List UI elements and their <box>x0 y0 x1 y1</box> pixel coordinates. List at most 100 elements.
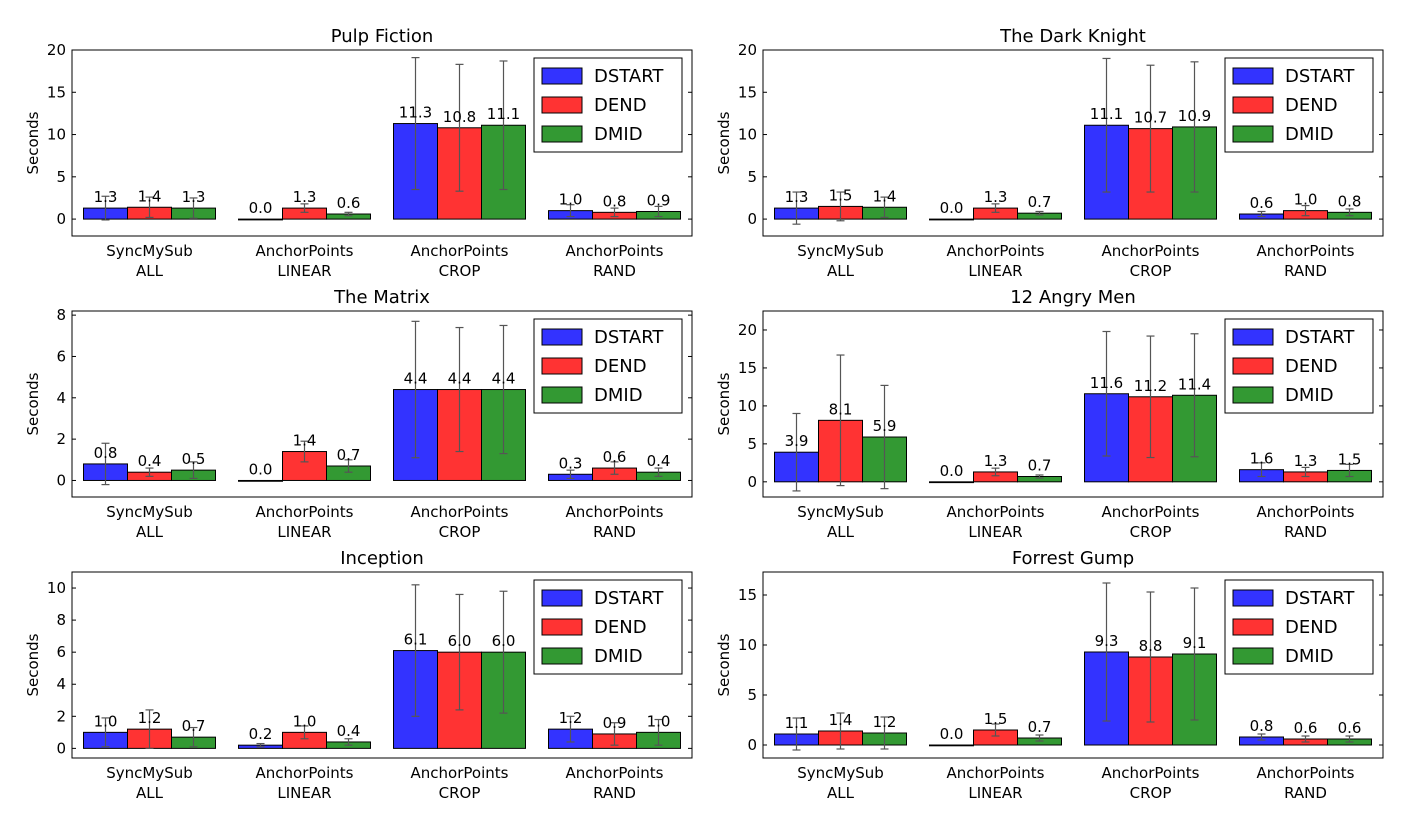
y-tick-label: 0 <box>747 210 757 228</box>
x-tick-label: ALL <box>136 523 164 541</box>
legend: DSTART DEND DMID <box>1224 579 1374 675</box>
y-tick-label: 15 <box>738 359 757 377</box>
data-label: 0.0 <box>940 462 964 480</box>
data-label: 0.7 <box>1028 193 1052 211</box>
chart-panel: 3.9 0.0 11.6 1.6 8.1 1.3 11.2 1.3 5.9 0.7 11.4 1.5 0… <box>715 287 1384 541</box>
data-label: 1.3 <box>94 188 118 206</box>
data-label: 10.8 <box>443 108 476 126</box>
x-tick-label: LINEAR <box>968 262 1022 280</box>
y-tick-label: 6 <box>56 643 66 661</box>
x-tick-label: AnchorPoints <box>1102 242 1200 260</box>
y-axis-label: Seconds <box>715 372 733 435</box>
data-label: 0.0 <box>249 460 273 478</box>
data-label: 6.0 <box>492 632 516 650</box>
x-tick-label: CROP <box>439 523 481 541</box>
chart-title: The Dark Knight <box>999 26 1146 47</box>
legend-swatch <box>541 328 583 346</box>
x-tick-label: RAND <box>1284 262 1327 280</box>
legend-entry: DEND <box>594 95 647 116</box>
x-tick-label: AnchorPoints <box>256 503 354 521</box>
x-tick-label: AnchorPoints <box>566 503 664 521</box>
legend-entry: DEND <box>1285 356 1338 377</box>
data-label: 1.3 <box>984 188 1008 206</box>
legend-swatch <box>541 125 583 143</box>
y-tick-label: 2 <box>56 430 66 448</box>
x-tick-label: LINEAR <box>277 523 331 541</box>
data-label: 1.4 <box>293 432 317 450</box>
x-tick-label: AnchorPoints <box>947 503 1045 521</box>
data-label: 0.6 <box>1294 719 1318 737</box>
legend-swatch <box>541 386 583 404</box>
data-label: 1.6 <box>1250 450 1274 468</box>
data-label: 11.4 <box>1178 375 1211 393</box>
y-tick-label: 10 <box>738 126 757 144</box>
legend-swatch <box>1232 618 1274 636</box>
y-tick-label: 20 <box>47 41 66 59</box>
y-tick-label: 0 <box>56 471 66 489</box>
data-label: 1.0 <box>293 712 317 730</box>
x-tick-label: RAND <box>593 262 636 280</box>
x-tick-label: AnchorPoints <box>1257 242 1355 260</box>
data-label: 4.4 <box>492 370 516 388</box>
bar <box>929 218 974 221</box>
y-tick-label: 20 <box>738 321 757 339</box>
data-label: 9.1 <box>1183 634 1207 652</box>
legend-entry: DSTART <box>1285 66 1355 87</box>
data-label: 1.2 <box>559 709 583 727</box>
y-tick-label: 0 <box>747 473 757 491</box>
data-label: 0.6 <box>603 448 627 466</box>
data-label: 0.8 <box>1250 717 1274 735</box>
x-tick-label: CROP <box>1130 523 1172 541</box>
x-tick-label: RAND <box>1284 523 1327 541</box>
data-label: 0.3 <box>559 454 583 472</box>
data-label: 10.9 <box>1178 107 1211 125</box>
y-tick-label: 5 <box>747 435 757 453</box>
data-label: 6.1 <box>404 631 428 649</box>
y-tick-label: 10 <box>738 397 757 415</box>
x-tick-label: AnchorPoints <box>411 242 509 260</box>
y-tick-label: 15 <box>738 586 757 604</box>
y-axis-label: Seconds <box>24 111 42 174</box>
legend-entry: DSTART <box>1285 588 1355 609</box>
legend-swatch <box>1232 386 1274 404</box>
data-label: 4.4 <box>448 370 472 388</box>
chart-title: Forrest Gump <box>1012 548 1134 569</box>
data-label: 8.1 <box>829 400 853 418</box>
legend-swatch <box>1232 67 1274 85</box>
y-tick-label: 10 <box>47 126 66 144</box>
data-label: 0.4 <box>647 452 671 470</box>
data-label: 11.2 <box>1134 377 1167 395</box>
x-tick-label: CROP <box>439 262 481 280</box>
y-tick-label: 8 <box>56 306 66 324</box>
data-label: 1.0 <box>647 712 671 730</box>
y-tick-label: 10 <box>47 579 66 597</box>
y-tick-label: 5 <box>56 168 66 186</box>
x-tick-label: CROP <box>1130 784 1172 802</box>
legend-entry: DMID <box>1285 385 1334 406</box>
data-label: 6.0 <box>448 632 472 650</box>
data-label: 1.2 <box>873 713 897 731</box>
y-tick-label: 4 <box>56 389 66 407</box>
x-tick-label: AnchorPoints <box>947 764 1045 782</box>
data-label: 0.0 <box>940 199 964 217</box>
x-tick-label: AnchorPoints <box>256 242 354 260</box>
data-label: 5.9 <box>873 417 897 435</box>
chart-panel: 1.0 0.2 6.1 1.2 1.2 1.0 6.0 0.9 0.7 0.4 6.0 1.0 0 2 4 6… <box>24 548 693 802</box>
legend-entry: DSTART <box>1285 327 1355 348</box>
bar <box>238 479 283 482</box>
x-tick-label: SyncMySub <box>797 503 884 521</box>
y-tick-label: 0 <box>747 736 757 754</box>
x-tick-label: AnchorPoints <box>1257 503 1355 521</box>
data-label: 1.0 <box>559 191 583 209</box>
legend-entry: DMID <box>1285 124 1334 145</box>
legend-swatch <box>1232 328 1274 346</box>
data-label: 0.7 <box>182 717 206 735</box>
x-tick-label: AnchorPoints <box>1257 764 1355 782</box>
data-label: 4.4 <box>404 370 428 388</box>
chart-title: 12 Angry Men <box>1010 287 1136 308</box>
x-tick-label: RAND <box>1284 784 1327 802</box>
x-tick-label: SyncMySub <box>797 242 884 260</box>
data-label: 0.2 <box>249 725 273 743</box>
data-label: 9.3 <box>1095 632 1119 650</box>
